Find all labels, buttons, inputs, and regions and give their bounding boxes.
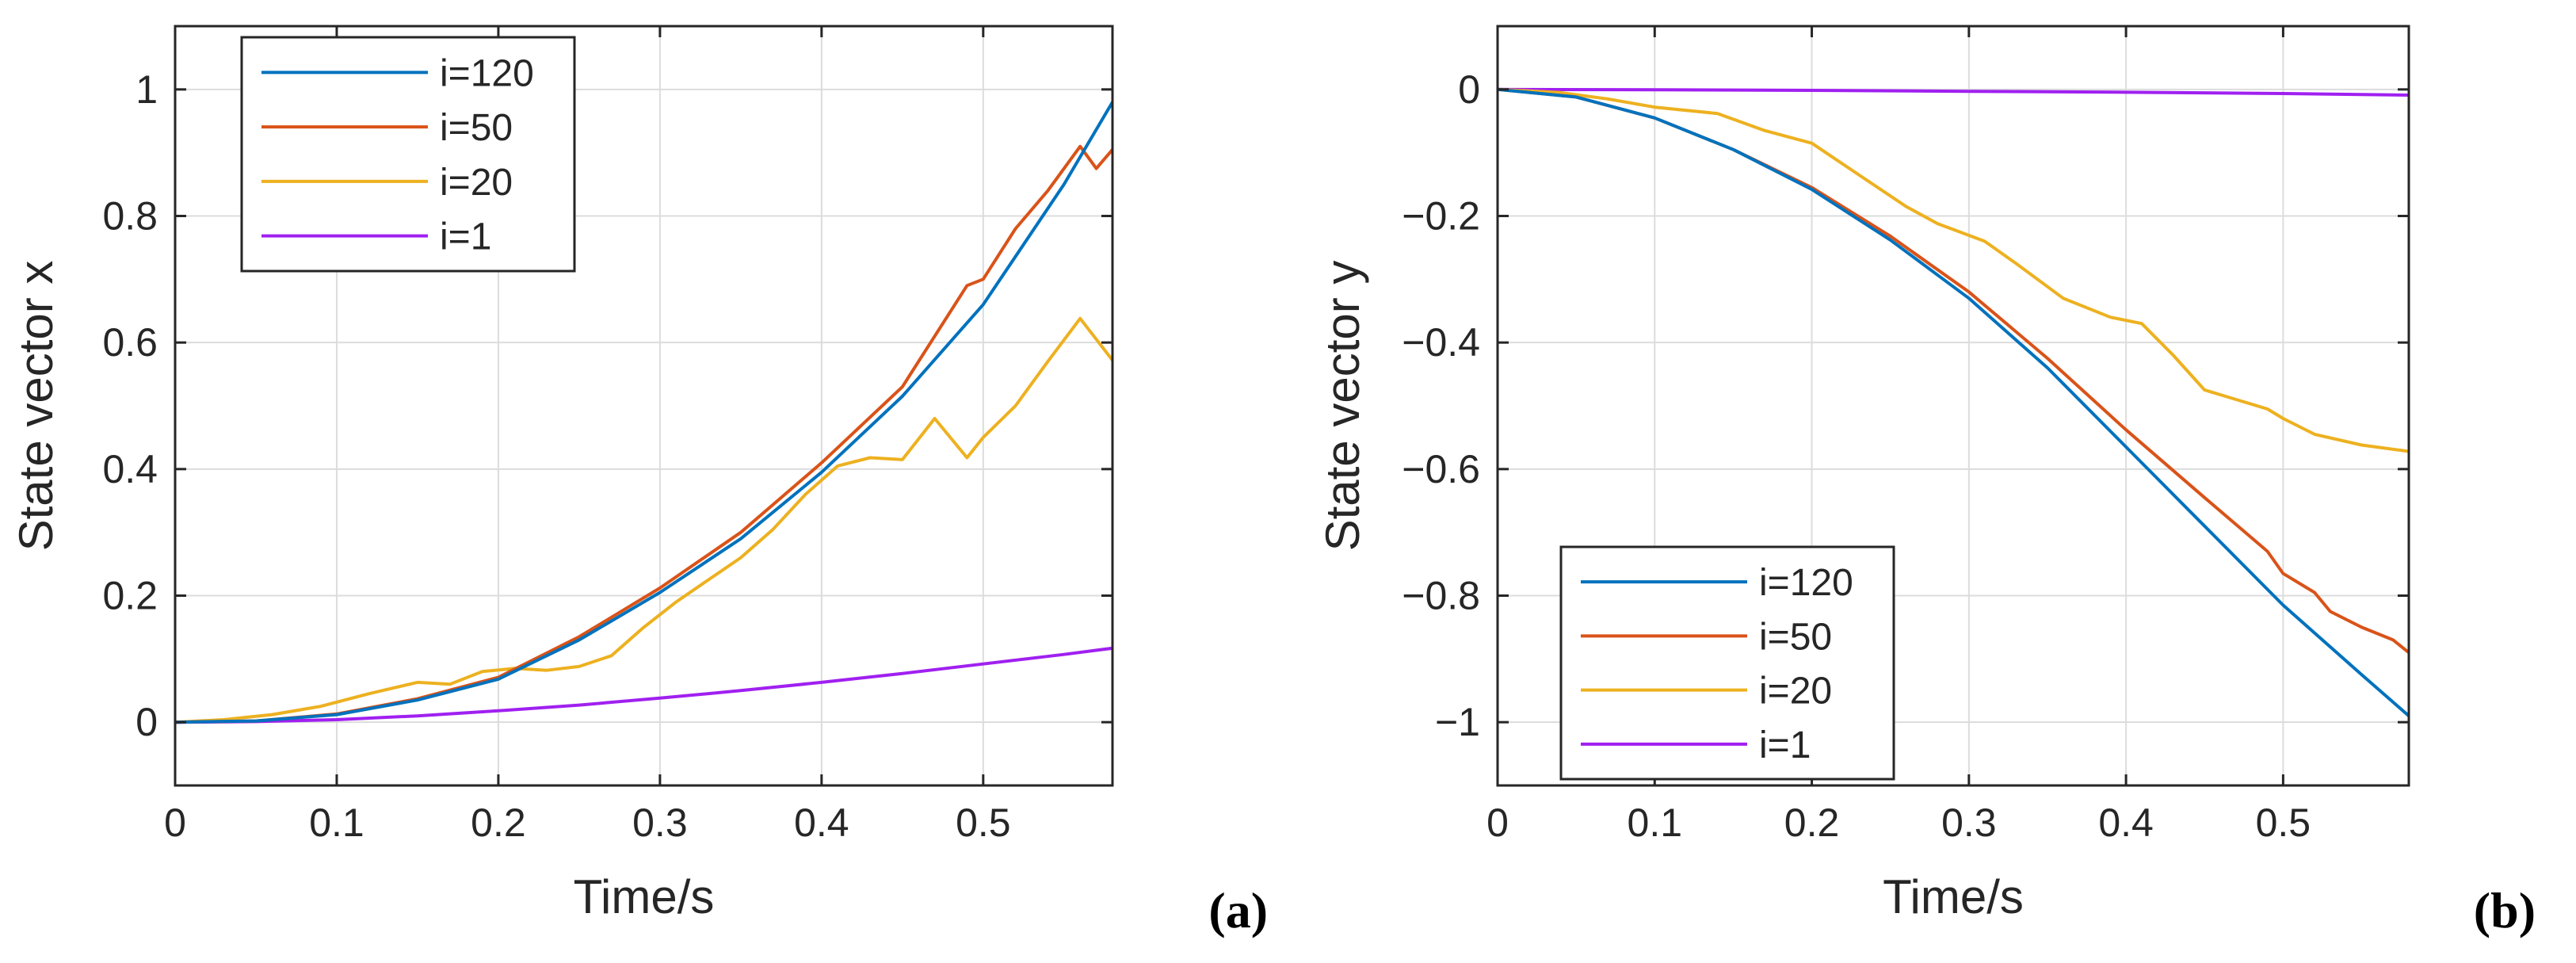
series-line-i-20 [175,316,1112,724]
y-tick-label: 0 [1458,67,1480,112]
legend-label: i=20 [1759,671,1832,713]
axes-box [1496,25,2410,787]
series-line-i-120 [1498,87,2409,717]
panel-label: (b) [2474,882,2536,938]
x-tick-label: 0 [1486,801,1509,845]
y-tick-label: −0.4 [1402,320,1480,365]
series-line-i-20 [1498,87,2409,453]
y-tick-label: −0.8 [1402,574,1480,618]
panel-label: (a) [1208,882,1268,938]
x-tick-label: 0.5 [2256,801,2311,845]
series-line-i-1 [1498,87,2409,97]
legend: i=120 i=50 i=20 i=1 [240,36,576,273]
y-tick-label: 0.8 [102,194,158,239]
y-axis-label: State vector y [1316,261,1369,552]
y-tick-label: 0.2 [102,574,158,618]
axes-box [174,25,1114,787]
legend-box [1559,545,1895,781]
y-tick-label: 1 [135,67,158,112]
legend-label: i=50 [1759,616,1832,658]
legend-label: i=120 [440,52,534,94]
y-tick-label: 0.6 [102,320,158,365]
legend-label: i=1 [440,216,491,258]
y-tick-label: −0.2 [1402,194,1480,239]
x-tick-label: 0.3 [632,801,688,845]
x-tick-label: 0.2 [1784,801,1840,845]
x-axis-label: Time/s [574,870,715,923]
x-tick-label: 0 [164,801,186,845]
legend-box [240,36,576,273]
x-tick-label: 0.5 [956,801,1011,845]
y-tick-label: 0.4 [102,447,158,491]
x-tick-label: 0.3 [1941,801,1997,845]
chart-panel-b: 0 0.1 0.2 0.3 0.4 0.5 −1 −0.8 −0.6 −0.4 −0.2 0 Time/… [1316,25,2536,938]
y-tick-label: 0 [135,700,158,744]
legend-label: i=20 [440,162,513,204]
y-tick-label: −0.6 [1402,447,1480,491]
series-line-i-120 [175,101,1112,724]
x-axis-label: Time/s [1883,870,2024,923]
x-tick-label: 0.1 [309,801,364,845]
x-tick-label: 0.4 [2098,801,2154,845]
series-line-i-1 [175,646,1112,724]
chart-panel-a: 0 0.1 0.2 0.3 0.4 0.5 0 0.2 0.4 0.6 0.8 1 Time/s Stat… [10,25,1268,938]
legend-label: i=50 [440,107,513,149]
x-tick-label: 0.4 [794,801,849,845]
legend-label: i=120 [1759,562,1853,604]
y-tick-label: −1 [1435,700,1480,744]
x-tick-label: 0.1 [1628,801,1683,845]
legend: i=120 i=50 i=20 i=1 [1559,545,1895,781]
y-axis-label: State vector x [10,261,63,552]
x-tick-label: 0.2 [471,801,526,845]
legend-label: i=1 [1759,724,1811,766]
